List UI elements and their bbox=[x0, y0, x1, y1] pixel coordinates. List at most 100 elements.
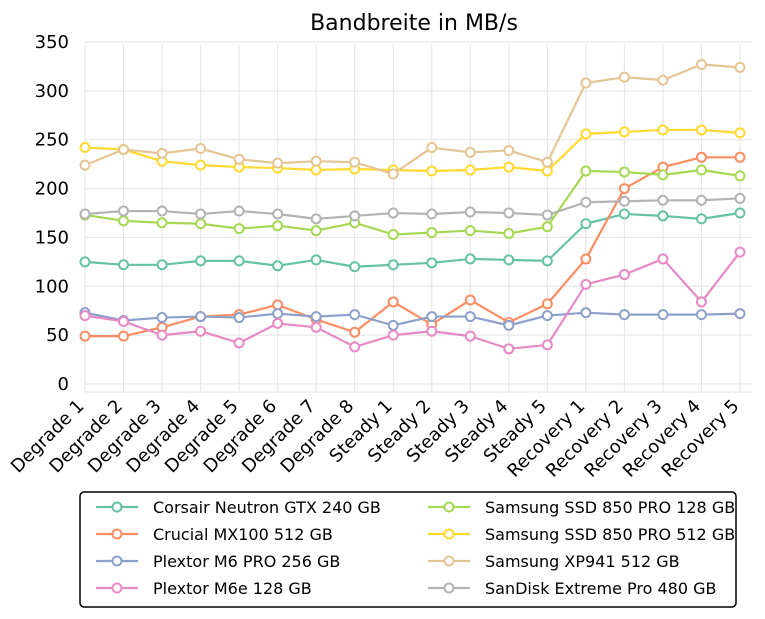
legend-label: SanDisk Extreme Pro 480 GB bbox=[485, 579, 716, 598]
series-line bbox=[85, 156, 740, 338]
data-point bbox=[464, 225, 476, 237]
legend-box bbox=[79, 491, 737, 608]
data-point bbox=[310, 225, 322, 237]
data-point bbox=[233, 312, 245, 324]
data-point bbox=[657, 124, 669, 136]
data-point bbox=[464, 253, 476, 265]
data-point bbox=[233, 337, 245, 349]
data-point bbox=[387, 296, 399, 308]
data-point bbox=[233, 223, 245, 235]
data-point bbox=[541, 156, 553, 168]
data-point bbox=[156, 147, 168, 159]
data-point bbox=[310, 311, 322, 323]
data-point bbox=[695, 296, 707, 308]
data-point bbox=[387, 319, 399, 331]
data-point bbox=[464, 146, 476, 158]
data-point bbox=[580, 278, 592, 290]
data-point bbox=[118, 259, 130, 271]
data-point bbox=[464, 294, 476, 306]
data-point bbox=[387, 228, 399, 240]
data-point bbox=[426, 311, 438, 323]
legend-label: Corsair Neutron GTX 240 GB bbox=[153, 498, 381, 517]
data-point bbox=[156, 217, 168, 229]
data-point bbox=[272, 260, 284, 272]
data-point bbox=[426, 325, 438, 337]
series-line bbox=[84, 197, 741, 220]
series bbox=[79, 58, 746, 180]
data-point bbox=[541, 298, 553, 310]
series bbox=[79, 307, 746, 331]
data-point bbox=[464, 164, 476, 176]
data-point bbox=[118, 143, 130, 155]
series bbox=[79, 246, 746, 355]
data-point bbox=[734, 308, 746, 320]
data-point bbox=[195, 311, 207, 323]
legend-label: Samsung SSD 850 PRO 512 GB bbox=[485, 525, 735, 544]
series-line bbox=[84, 63, 741, 176]
data-point bbox=[426, 142, 438, 154]
data-point bbox=[657, 309, 669, 321]
y-tick-label: 150 bbox=[35, 227, 69, 248]
data-point bbox=[503, 343, 515, 355]
data-point bbox=[79, 330, 91, 342]
data-point bbox=[734, 151, 746, 163]
y-tick-label: 0 bbox=[58, 374, 69, 395]
data-point bbox=[387, 168, 399, 180]
legend-label: Samsung XP941 512 GB bbox=[485, 552, 680, 571]
data-point bbox=[387, 329, 399, 341]
legend-label: Plextor M6 PRO 256 GB bbox=[153, 552, 340, 571]
data-point bbox=[426, 165, 438, 177]
data-point bbox=[233, 255, 245, 267]
data-point bbox=[657, 169, 669, 181]
legend-swatch-marker bbox=[111, 528, 123, 540]
data-point bbox=[272, 317, 284, 329]
data-point bbox=[387, 207, 399, 219]
data-point bbox=[79, 142, 91, 154]
data-point bbox=[310, 254, 322, 266]
data-point bbox=[272, 308, 284, 320]
data-point bbox=[272, 208, 284, 220]
data-point bbox=[541, 255, 553, 267]
data-point bbox=[503, 161, 515, 173]
legend-item: Samsung SSD 850 PRO 128 GB bbox=[428, 498, 735, 517]
data-point bbox=[272, 220, 284, 232]
data-point bbox=[618, 71, 630, 83]
data-point bbox=[695, 194, 707, 206]
y-tick-label: 250 bbox=[35, 130, 69, 151]
data-point bbox=[580, 218, 592, 230]
chart-title: Bandbreite in MB/s bbox=[310, 11, 518, 36]
data-point bbox=[618, 126, 630, 138]
data-point bbox=[541, 165, 553, 177]
data-point bbox=[541, 339, 553, 351]
data-point bbox=[310, 164, 322, 176]
data-point bbox=[657, 194, 669, 206]
legend-swatch-marker bbox=[111, 555, 123, 567]
data-point bbox=[349, 210, 361, 222]
data-point bbox=[195, 208, 207, 220]
data-point bbox=[79, 256, 91, 268]
data-point bbox=[156, 329, 168, 341]
grid bbox=[84, 41, 752, 393]
data-point bbox=[580, 307, 592, 319]
data-point bbox=[464, 311, 476, 323]
data-point bbox=[79, 159, 91, 171]
data-point bbox=[734, 127, 746, 139]
series bbox=[79, 192, 746, 225]
data-point bbox=[349, 341, 361, 353]
data-point bbox=[310, 155, 322, 167]
data-point bbox=[695, 309, 707, 321]
y-tick-label: 100 bbox=[35, 276, 69, 297]
data-point bbox=[734, 207, 746, 219]
data-point bbox=[118, 315, 130, 327]
data-point bbox=[580, 253, 592, 265]
legend-label: Plextor M6e 128 GB bbox=[153, 579, 312, 598]
y-tick-label: 350 bbox=[35, 32, 69, 53]
data-point bbox=[349, 326, 361, 338]
data-point bbox=[233, 205, 245, 217]
legend-item: SanDisk Extreme Pro 480 GB bbox=[428, 579, 716, 598]
data-point bbox=[349, 309, 361, 321]
data-point bbox=[426, 257, 438, 269]
series-line bbox=[84, 311, 741, 327]
